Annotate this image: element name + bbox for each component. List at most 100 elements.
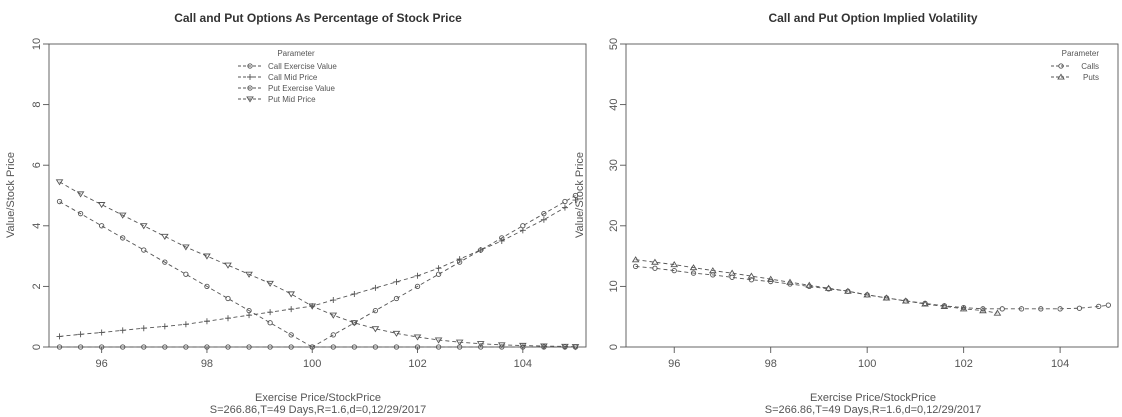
legend-marker xyxy=(1058,63,1064,69)
data-point xyxy=(1096,303,1102,310)
data-point xyxy=(863,291,871,298)
data-point xyxy=(882,294,891,301)
data-point xyxy=(1057,306,1063,312)
data-point xyxy=(456,256,463,263)
data-point xyxy=(98,223,105,229)
y-tick-label: 0 xyxy=(31,344,43,350)
legend-label: Puts xyxy=(1083,73,1099,82)
data-point xyxy=(766,275,775,282)
data-point xyxy=(288,306,295,313)
legend-label: Calls xyxy=(1081,62,1099,71)
panel-left: Call and Put Options As Percentage of St… xyxy=(5,11,587,416)
data-point xyxy=(476,341,485,348)
data-point xyxy=(98,329,105,336)
data-point xyxy=(372,344,379,350)
data-point xyxy=(98,344,105,350)
data-point xyxy=(478,344,484,350)
data-point xyxy=(77,344,84,350)
data-point xyxy=(350,320,359,327)
data-point xyxy=(77,331,84,338)
data-point xyxy=(561,204,568,211)
y-tick-label: 20 xyxy=(608,220,620,232)
data-point xyxy=(519,227,526,234)
data-point xyxy=(141,344,147,350)
data-point xyxy=(435,265,442,272)
data-point xyxy=(56,344,63,350)
data-point xyxy=(631,256,640,263)
data-point xyxy=(477,247,484,254)
data-point xyxy=(561,343,569,350)
y-tick-label: 4 xyxy=(31,223,43,229)
data-point xyxy=(748,277,755,283)
data-point xyxy=(246,344,252,350)
data-point xyxy=(1038,306,1044,312)
data-point xyxy=(287,291,295,298)
y-tick-label: 50 xyxy=(608,38,620,50)
data-point xyxy=(56,198,63,205)
data-point xyxy=(372,307,379,314)
data-point xyxy=(372,284,379,291)
data-point xyxy=(805,281,814,288)
data-point xyxy=(786,278,794,285)
x-tick-label: 98 xyxy=(765,358,777,370)
data-point xyxy=(288,332,294,338)
legend-marker xyxy=(247,85,253,91)
data-point xyxy=(393,344,400,350)
legend-marker xyxy=(1057,73,1065,80)
data-point xyxy=(203,253,211,260)
x-tick-label: 104 xyxy=(514,358,532,370)
legend-title: Parameter xyxy=(1062,49,1100,58)
data-point xyxy=(979,307,987,314)
data-point xyxy=(183,344,189,350)
data-point xyxy=(225,295,231,302)
data-point xyxy=(141,247,147,253)
data-point xyxy=(498,237,505,244)
legend-title: Parameter xyxy=(277,49,315,58)
data-point xyxy=(414,344,421,350)
data-point xyxy=(351,290,358,297)
data-point xyxy=(267,309,274,316)
y-tick-label: 2 xyxy=(31,283,43,289)
data-point xyxy=(55,179,64,186)
data-point xyxy=(308,303,317,310)
data-point xyxy=(204,283,210,290)
legend-marker xyxy=(247,63,253,69)
data-point xyxy=(671,267,677,274)
y-tick-label: 10 xyxy=(608,280,620,292)
y-tick-label: 6 xyxy=(31,162,43,168)
data-point xyxy=(497,342,506,349)
chart-title: Call and Put Options As Percentage of St… xyxy=(174,11,462,25)
legend-marker xyxy=(246,96,254,103)
data-point xyxy=(225,344,231,350)
data-point xyxy=(670,261,679,268)
data-point xyxy=(245,271,253,278)
data-point xyxy=(652,265,658,271)
data-point xyxy=(120,344,126,350)
y-tick-label: 40 xyxy=(608,98,620,110)
data-point xyxy=(371,326,380,333)
data-point xyxy=(520,223,526,229)
data-point xyxy=(120,235,126,241)
data-point xyxy=(77,211,84,217)
data-point xyxy=(76,191,85,198)
data-point xyxy=(140,325,147,332)
series-line xyxy=(635,259,998,314)
data-point xyxy=(540,216,547,223)
data-point xyxy=(414,272,421,279)
legend-label: Call Exercise Value xyxy=(268,62,337,71)
data-point xyxy=(183,271,189,277)
data-point xyxy=(940,302,949,309)
data-point xyxy=(330,332,336,338)
chart-title: Call and Put Option Implied Volatility xyxy=(768,11,977,25)
data-point xyxy=(690,270,697,276)
data-point xyxy=(330,297,337,304)
data-point xyxy=(118,212,127,219)
data-point xyxy=(572,197,579,204)
data-point xyxy=(56,333,63,340)
data-point xyxy=(393,278,400,285)
series-line xyxy=(635,265,1109,310)
data-point xyxy=(329,312,338,319)
data-point xyxy=(204,344,210,350)
data-point xyxy=(162,259,168,265)
